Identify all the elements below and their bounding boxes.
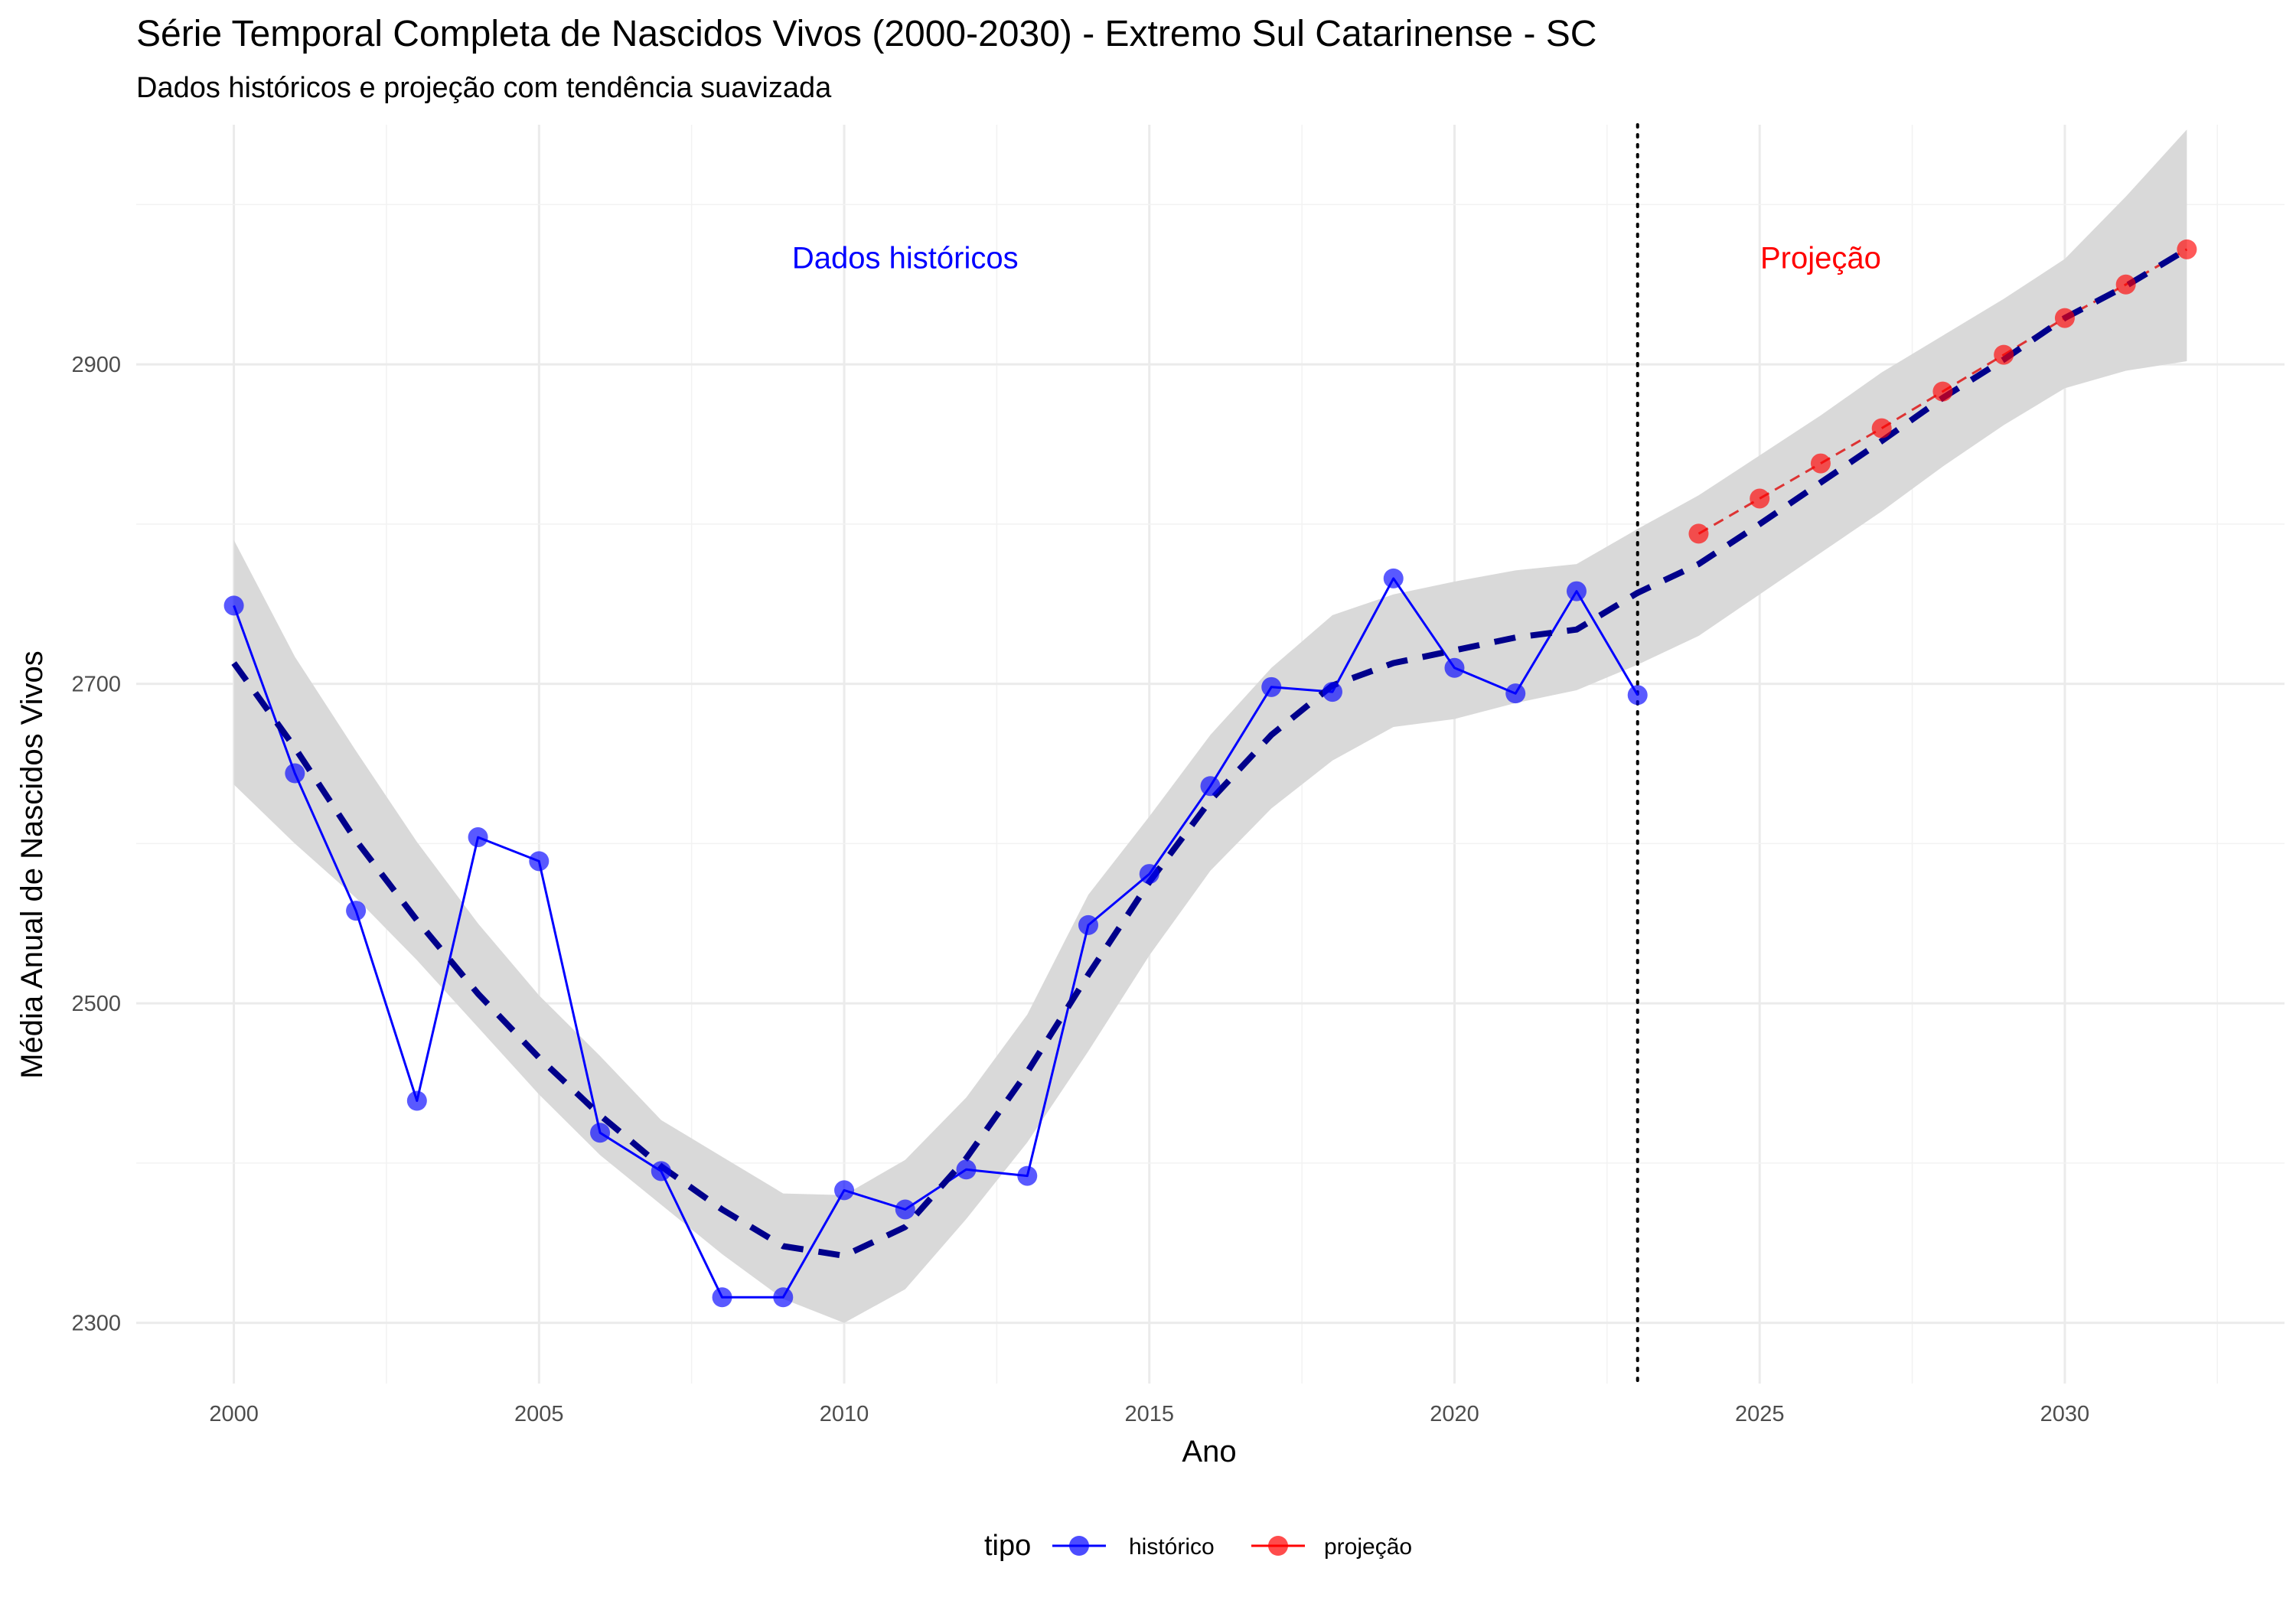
historico-point bbox=[1566, 581, 1587, 601]
historico-line bbox=[233, 577, 1639, 1299]
projecao-point bbox=[1871, 418, 1892, 438]
projecao-point bbox=[2177, 239, 2197, 259]
projecao-point bbox=[1688, 523, 1709, 544]
historico-point bbox=[285, 763, 305, 784]
historico-point bbox=[1139, 864, 1159, 885]
historico-point bbox=[346, 901, 367, 921]
historico-point bbox=[468, 827, 488, 848]
x-axis-title: Ano bbox=[1182, 1435, 1236, 1468]
smoothed-trend-line bbox=[231, 246, 2189, 1259]
projecao-point bbox=[1994, 344, 2014, 365]
x-tick-label: 2000 bbox=[209, 1402, 259, 1426]
historico-point bbox=[895, 1199, 915, 1220]
legend-projecao-label: projeção bbox=[1324, 1534, 1412, 1560]
legend-projecao: projeção bbox=[1251, 1534, 1412, 1560]
chart-title: Série Temporal Completa de Nascidos Vivo… bbox=[136, 14, 1596, 54]
y-axis-title: Média Anual de Nascidos Vivos bbox=[15, 650, 49, 1079]
projecao-point bbox=[1932, 381, 1953, 402]
historico-point bbox=[1261, 676, 1282, 697]
legend-historico-key-point bbox=[1069, 1536, 1089, 1556]
historico-point bbox=[590, 1123, 611, 1143]
historico-point bbox=[651, 1161, 671, 1182]
projecao-point bbox=[1810, 453, 1831, 474]
x-tick-label: 2025 bbox=[1735, 1402, 1785, 1426]
historico-point bbox=[406, 1090, 427, 1111]
x-tick-label: 2015 bbox=[1124, 1402, 1174, 1426]
historico-point bbox=[834, 1180, 855, 1201]
series-layer bbox=[223, 239, 2197, 1308]
historico-point bbox=[529, 851, 550, 872]
annotation-historical: Dados históricos bbox=[792, 241, 1019, 275]
historico-point bbox=[773, 1287, 794, 1308]
y-tick-label: 2500 bbox=[71, 992, 121, 1016]
x-tick-label: 2010 bbox=[820, 1402, 869, 1426]
historico-point bbox=[956, 1159, 977, 1180]
historico-point bbox=[223, 595, 244, 616]
historico-point bbox=[1322, 682, 1342, 702]
grid-layer bbox=[136, 125, 2285, 1384]
y-tick-label: 2700 bbox=[71, 673, 121, 697]
x-tick-label: 2005 bbox=[514, 1402, 564, 1426]
historico-point bbox=[1078, 914, 1099, 935]
historico-point bbox=[1627, 685, 1648, 706]
historico-point bbox=[1505, 683, 1526, 704]
legend-projecao-key-point bbox=[1268, 1536, 1288, 1556]
historico-point bbox=[1383, 568, 1404, 588]
y-tick-label: 2900 bbox=[71, 353, 121, 377]
legend: tipo histórico projeção bbox=[984, 1530, 1412, 1562]
annotation-layer: Dados históricos Projeção bbox=[792, 241, 1881, 275]
chart-subtitle: Dados históricos e projeção com tendênci… bbox=[136, 72, 832, 104]
historico-point bbox=[712, 1287, 732, 1308]
legend-historico: histórico bbox=[1052, 1534, 1215, 1560]
legend-title: tipo bbox=[984, 1530, 1031, 1562]
annotation-projection: Projeção bbox=[1760, 241, 1881, 275]
historico-point bbox=[1017, 1165, 1038, 1186]
x-tick-label: 2020 bbox=[1430, 1402, 1479, 1426]
y-tick-label: 2300 bbox=[71, 1312, 121, 1336]
historico-point bbox=[1444, 657, 1465, 678]
projecao-point bbox=[1750, 488, 1770, 509]
x-tick-label: 2030 bbox=[2040, 1402, 2090, 1426]
legend-historico-label: histórico bbox=[1129, 1534, 1215, 1560]
projecao-point bbox=[2054, 308, 2075, 328]
tick-layer: 2000 2005 2010 2015 2020 2025 2030 2300 2500 2700… bbox=[71, 353, 2089, 1426]
historico-point bbox=[1200, 776, 1221, 797]
projecao-point bbox=[2115, 274, 2136, 295]
